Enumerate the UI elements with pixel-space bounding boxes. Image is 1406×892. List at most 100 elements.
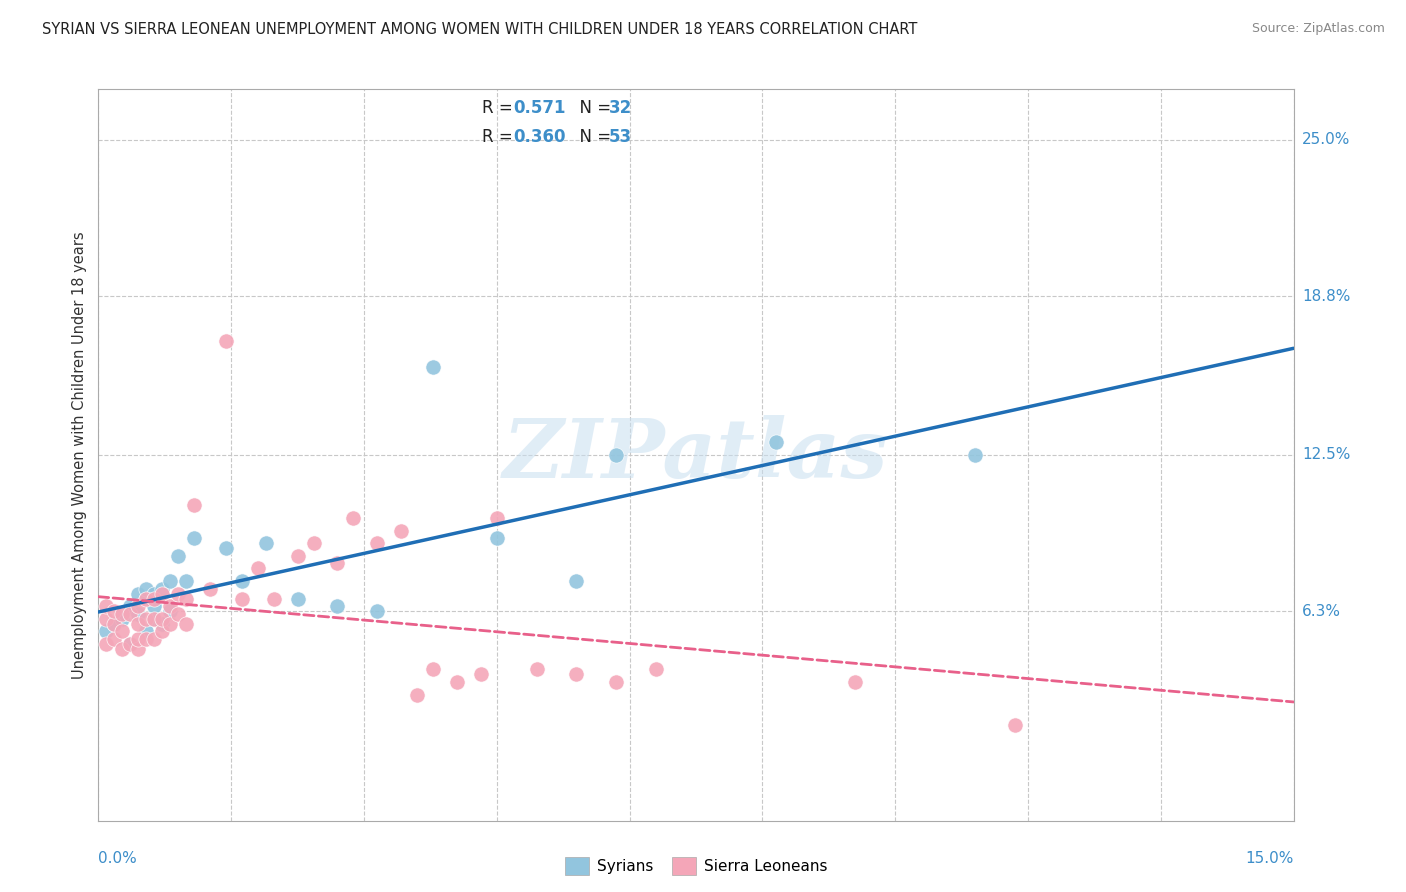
- Point: [120, 637, 142, 651]
- Point: [127, 599, 149, 614]
- Point: [565, 667, 588, 681]
- Point: [446, 674, 468, 689]
- Point: [127, 616, 149, 631]
- Point: [159, 604, 181, 618]
- Point: [422, 359, 444, 374]
- Point: [485, 511, 508, 525]
- Point: [422, 662, 444, 676]
- Point: [127, 587, 149, 601]
- Point: [565, 574, 588, 588]
- Legend: Syrians, Sierra Leoneans: Syrians, Sierra Leoneans: [557, 849, 835, 882]
- Point: [605, 448, 627, 462]
- Point: [103, 632, 125, 646]
- Point: [470, 667, 492, 681]
- Point: [215, 334, 238, 349]
- Point: [120, 607, 142, 621]
- Point: [159, 574, 181, 588]
- Point: [103, 604, 125, 618]
- Point: [526, 662, 548, 676]
- Point: [150, 582, 173, 596]
- Point: [96, 624, 118, 639]
- Text: ZIPatlas: ZIPatlas: [503, 415, 889, 495]
- Point: [765, 435, 787, 450]
- Point: [120, 599, 142, 614]
- Point: [143, 632, 166, 646]
- Point: [135, 612, 157, 626]
- Point: [605, 674, 627, 689]
- Point: [167, 587, 190, 601]
- Point: [96, 599, 118, 614]
- Point: [135, 632, 157, 646]
- Point: [246, 561, 269, 575]
- Text: 15.0%: 15.0%: [1246, 851, 1294, 866]
- Point: [326, 599, 349, 614]
- Point: [287, 591, 309, 606]
- Point: [111, 642, 134, 657]
- Point: [366, 604, 388, 618]
- Point: [150, 587, 173, 601]
- Point: [215, 541, 238, 556]
- Point: [254, 536, 277, 550]
- Point: [143, 612, 166, 626]
- Point: [389, 524, 412, 538]
- Point: [143, 599, 166, 614]
- Point: [135, 624, 157, 639]
- Point: [143, 587, 166, 601]
- Point: [183, 531, 205, 545]
- Point: [111, 607, 134, 621]
- Text: 32: 32: [609, 100, 631, 118]
- Point: [135, 591, 157, 606]
- Point: [103, 616, 125, 631]
- Point: [231, 591, 253, 606]
- Text: 25.0%: 25.0%: [1302, 132, 1350, 147]
- Text: 18.8%: 18.8%: [1302, 288, 1350, 303]
- Text: 0.0%: 0.0%: [98, 851, 138, 866]
- Point: [111, 612, 134, 626]
- Point: [143, 612, 166, 626]
- Point: [342, 511, 364, 525]
- Point: [150, 616, 173, 631]
- Point: [174, 574, 197, 588]
- Point: [167, 607, 190, 621]
- Point: [198, 582, 221, 596]
- Point: [127, 642, 149, 657]
- Text: R =: R =: [482, 100, 517, 118]
- Text: Source: ZipAtlas.com: Source: ZipAtlas.com: [1251, 22, 1385, 36]
- Point: [143, 591, 166, 606]
- Point: [103, 616, 125, 631]
- Point: [366, 536, 388, 550]
- Point: [963, 448, 986, 462]
- Point: [263, 591, 285, 606]
- Point: [159, 616, 181, 631]
- Point: [844, 674, 866, 689]
- Point: [231, 574, 253, 588]
- Text: N =: N =: [569, 100, 617, 118]
- Text: N =: N =: [569, 128, 617, 146]
- Point: [485, 531, 508, 545]
- Point: [326, 557, 349, 571]
- Point: [406, 688, 429, 702]
- Point: [167, 549, 190, 563]
- Text: 0.360: 0.360: [513, 128, 565, 146]
- Text: 53: 53: [609, 128, 631, 146]
- Point: [645, 662, 668, 676]
- Text: R =: R =: [482, 128, 517, 146]
- Point: [174, 616, 197, 631]
- Point: [96, 612, 118, 626]
- Point: [135, 582, 157, 596]
- Point: [96, 637, 118, 651]
- Point: [135, 591, 157, 606]
- Text: 0.571: 0.571: [513, 100, 565, 118]
- Text: 6.3%: 6.3%: [1302, 604, 1341, 619]
- Text: 12.5%: 12.5%: [1302, 448, 1350, 462]
- Point: [183, 499, 205, 513]
- Point: [302, 536, 325, 550]
- Point: [287, 549, 309, 563]
- Point: [111, 624, 134, 639]
- Point: [159, 599, 181, 614]
- Point: [120, 637, 142, 651]
- Point: [127, 607, 149, 621]
- Point: [150, 612, 173, 626]
- Point: [174, 591, 197, 606]
- Text: SYRIAN VS SIERRA LEONEAN UNEMPLOYMENT AMONG WOMEN WITH CHILDREN UNDER 18 YEARS C: SYRIAN VS SIERRA LEONEAN UNEMPLOYMENT AM…: [42, 22, 918, 37]
